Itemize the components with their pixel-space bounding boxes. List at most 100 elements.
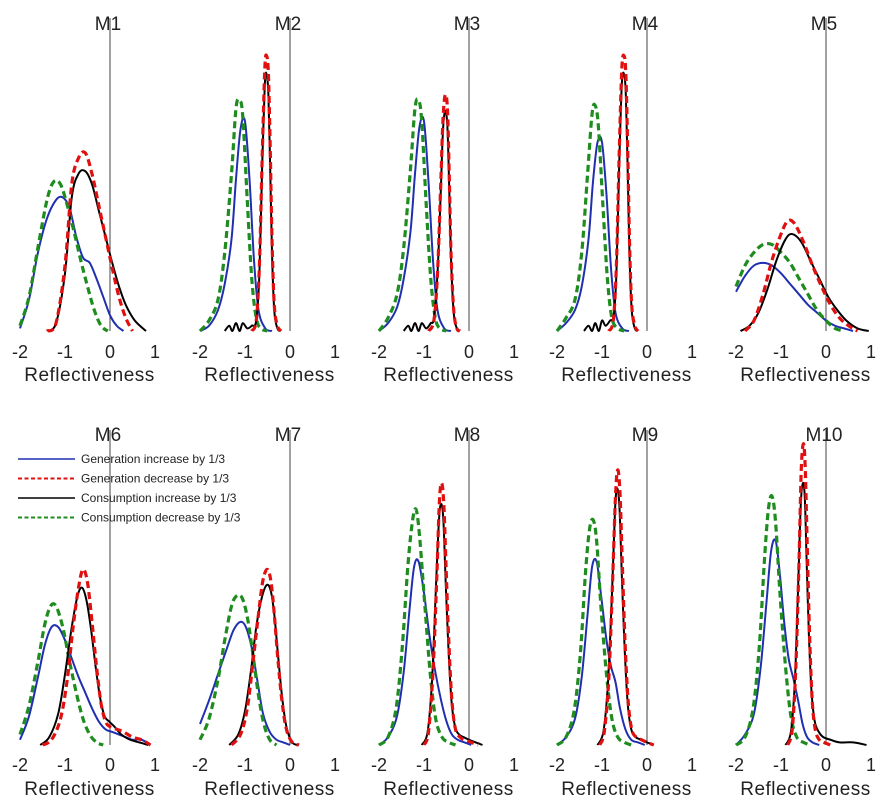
x-tick-label: 0	[105, 755, 115, 775]
series-line-generation-decrease-by-1-3	[230, 567, 300, 747]
x-axis-label: Reflectiveness	[561, 779, 692, 800]
panel-title: M6	[95, 425, 121, 446]
series-line-generation-increase-by-1-3	[735, 261, 854, 332]
x-tick-label: -1	[237, 755, 253, 775]
series-line-generation-increase-by-1-3	[378, 115, 452, 332]
x-tick-label: 1	[150, 755, 160, 775]
x-tick-label: 1	[330, 342, 340, 362]
panel-m2: M2 -2 -1 0 1 Reflectiveness	[192, 14, 340, 386]
series-line-generation-decrease-by-1-3	[41, 567, 152, 747]
x-tick-label: -2	[371, 755, 387, 775]
x-tick-label: 1	[687, 755, 697, 775]
x-tick-label: -1	[594, 342, 610, 362]
x-axis-label: Reflectiveness	[24, 779, 155, 800]
x-tick-label: -1	[57, 342, 73, 362]
x-tick-label: -1	[773, 755, 789, 775]
panel-m8: M8 -2 -1 0 1 Reflectiveness	[371, 425, 519, 800]
x-tick-label: 1	[866, 342, 876, 362]
x-tick-label: -2	[12, 342, 28, 362]
x-tick-label: 1	[150, 342, 160, 362]
series-line-generation-increase-by-1-3	[378, 558, 472, 746]
x-axis-label: Reflectiveness	[740, 779, 871, 800]
x-tick-label: 1	[330, 755, 340, 775]
panel-m3: M3 -2 -1 0 1 Reflectiveness	[371, 14, 519, 386]
series-line-generation-increase-by-1-3	[556, 135, 630, 332]
x-tick-label: -1	[57, 755, 73, 775]
x-tick-label: -2	[549, 342, 565, 362]
x-tick-label: 0	[285, 755, 295, 775]
series-line-generation-decrease-by-1-3	[598, 468, 655, 747]
x-tick-label: 1	[687, 342, 697, 362]
series-line-generation-decrease-by-1-3	[743, 218, 859, 333]
panel-m9: M9 -2 -1 0 1 Reflectiveness	[549, 425, 697, 800]
series-line-consumption-increase-by-1-3	[228, 583, 300, 746]
legend-label: Consumption increase by 1/3	[81, 491, 237, 505]
x-tick-label: 0	[642, 755, 652, 775]
panel-title: M3	[454, 14, 480, 35]
x-tick-label: 1	[509, 755, 519, 775]
x-tick-label: -2	[192, 342, 208, 362]
x-axis-label: Reflectiveness	[383, 779, 514, 800]
legend-label: Generation increase by 1/3	[81, 452, 225, 466]
series-line-consumption-decrease-by-1-3	[18, 178, 109, 333]
x-tick-label: -2	[371, 342, 387, 362]
panel-m10: M10 -2 -1 0 1 Reflectiveness	[728, 425, 876, 800]
series-line-consumption-decrease-by-1-3	[734, 493, 811, 747]
x-tick-label: -1	[237, 342, 253, 362]
panel-title: M2	[275, 14, 301, 35]
x-tick-label: 0	[464, 342, 474, 362]
series-line-consumption-decrease-by-1-3	[734, 241, 845, 333]
series-line-generation-decrease-by-1-3	[786, 442, 832, 747]
x-tick-label: 0	[821, 342, 831, 362]
panel-title: M1	[95, 14, 121, 35]
series-line-consumption-decrease-by-1-3	[555, 517, 632, 747]
series-line-generation-increase-by-1-3	[735, 538, 820, 746]
panel-m5: M5 -2 -1 0 1 Reflectiveness	[728, 14, 876, 386]
panel-title: M7	[275, 425, 301, 446]
panel-m7: M7 -2 -1 0 1 Reflectiveness	[192, 425, 340, 800]
panel-title: M9	[632, 425, 658, 446]
x-tick-label: 1	[509, 342, 519, 362]
series-line-consumption-increase-by-1-3	[223, 71, 282, 332]
series-line-consumption-decrease-by-1-3	[555, 102, 626, 333]
x-tick-label: -1	[416, 342, 432, 362]
x-tick-label: -2	[728, 755, 744, 775]
series-line-consumption-decrease-by-1-3	[198, 97, 269, 333]
panel-m1: M1 -2 -1 0 1 Reflectiveness	[12, 14, 160, 386]
x-tick-label: -1	[594, 755, 610, 775]
x-tick-label: 0	[464, 755, 474, 775]
legend-label: Consumption decrease by 1/3	[81, 511, 241, 525]
panel-title: M10	[806, 425, 843, 446]
x-tick-label: -1	[416, 755, 432, 775]
x-axis-label: Reflectiveness	[740, 365, 871, 386]
x-tick-label: 0	[821, 755, 831, 775]
series-line-generation-decrease-by-1-3	[250, 53, 283, 333]
x-tick-label: 1	[866, 755, 876, 775]
x-axis-label: Reflectiveness	[204, 365, 335, 386]
panel-m4: M4 -2 -1 0 1 Reflectiveness	[549, 14, 697, 386]
x-tick-label: -2	[192, 755, 208, 775]
series-line-consumption-increase-by-1-3	[39, 586, 149, 746]
x-tick-label: -2	[549, 755, 565, 775]
series-line-generation-decrease-by-1-3	[607, 53, 640, 333]
x-tick-label: -2	[728, 342, 744, 362]
legend: Generation increase by 1/3 Generation dec…	[18, 452, 241, 525]
panel-title: M4	[632, 14, 659, 35]
series-line-consumption-decrease-by-1-3	[377, 507, 457, 747]
x-axis-label: Reflectiveness	[561, 365, 692, 386]
x-tick-label: -1	[773, 342, 789, 362]
panel-title: M8	[454, 425, 480, 446]
series-line-generation-increase-by-1-3	[556, 557, 646, 746]
x-tick-label: 0	[105, 342, 115, 362]
series-line-generation-decrease-by-1-3	[422, 481, 479, 747]
series-line-consumption-increase-by-1-3	[739, 232, 869, 332]
x-tick-label: 0	[285, 342, 295, 362]
x-axis-label: Reflectiveness	[383, 365, 514, 386]
panel-m6: M6 -2 -1 0 1 Reflectiveness	[12, 425, 160, 800]
legend-label: Generation decrease by 1/3	[81, 472, 229, 486]
panel-title: M5	[811, 14, 837, 35]
series-line-consumption-decrease-by-1-3	[198, 593, 278, 747]
series-line-generation-decrease-by-1-3	[45, 150, 134, 333]
x-axis-label: Reflectiveness	[24, 365, 155, 386]
